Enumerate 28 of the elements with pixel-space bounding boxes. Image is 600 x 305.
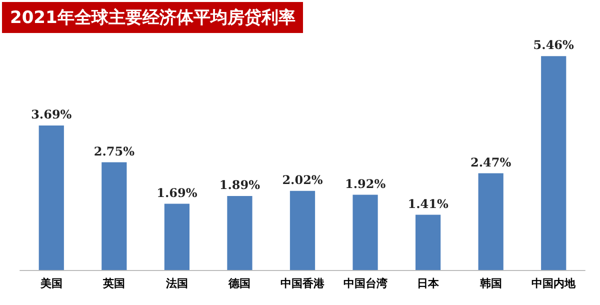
bar	[541, 56, 566, 270]
bar	[416, 214, 441, 270]
x-tick-label: 美国	[39, 277, 62, 290]
x-tick-label: 德国	[228, 277, 251, 290]
x-tick-label: 韩国	[478, 277, 502, 290]
data-label: 1.41%	[408, 196, 449, 211]
bar	[38, 125, 64, 270]
bar	[352, 194, 378, 270]
data-label: 1.69%	[156, 186, 198, 200]
data-label: 5.46%	[533, 38, 575, 52]
data-label: 1.89%	[219, 178, 261, 192]
x-tick-label: 中国香港	[280, 277, 326, 290]
bar	[164, 204, 190, 270]
bar	[227, 196, 252, 270]
chart-title: 2021年全球主要经济体平均房贷利率	[2, 2, 304, 33]
x-tick-label: 法国	[164, 277, 188, 290]
bar	[290, 190, 316, 270]
data-label: 2.02%	[282, 172, 324, 187]
data-label: 2.47%	[470, 155, 512, 170]
x-tick-label: 中国内地	[532, 277, 577, 290]
data-label: 1.92%	[344, 176, 386, 191]
x-tick-label: 中国台湾	[343, 277, 388, 290]
data-label: 3.69%	[31, 107, 72, 122]
data-label: 2.75%	[94, 144, 136, 158]
x-tick-label: 日本	[417, 277, 440, 290]
bar	[478, 173, 504, 270]
x-tick-label: 英国	[102, 277, 126, 290]
bar	[102, 162, 127, 270]
